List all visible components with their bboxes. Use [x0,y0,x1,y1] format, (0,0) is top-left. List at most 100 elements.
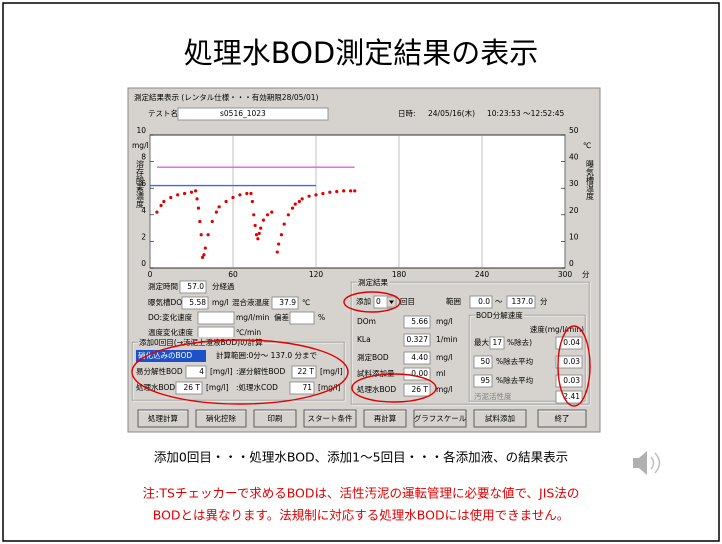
label: mg/l [436,317,453,326]
data-point [335,189,339,194]
data-point [253,223,257,228]
data-point [286,213,290,217]
label: ℃/min [236,328,261,337]
data-point [195,197,199,201]
data-point [198,219,202,224]
field-value: 0.327 [407,335,429,344]
button[interactable] [137,409,189,428]
button-label[interactable]: 終了 [555,413,570,423]
field-value: 37.9 [279,298,296,307]
data-point [307,194,311,198]
data-point [261,218,266,222]
field [289,311,315,325]
data-point [196,206,201,210]
group-box [468,314,586,402]
label: 分 [540,297,548,306]
label: ～ [495,297,503,306]
field [469,295,493,309]
label: DO:変化速度 [148,312,193,322]
field [403,383,431,397]
y2-tick-label: 40 [569,153,579,162]
data-point [210,219,214,224]
label: 分経過 [212,281,235,291]
note-line: BODとは異なります。法規制に対応する処理水BODには使用できません。 [153,508,570,523]
label: mg/l [212,298,229,307]
label: 処理水BOD [357,384,396,394]
label: 曝気槽DO [148,297,182,307]
data-point [275,250,279,254]
window-content: 測定結果表示 (レンタル仕様・・・有効期限28/05/01) テスト名: s0516… [131,92,595,428]
data-point [231,195,235,200]
x-tick-label: 120 [309,270,324,279]
field-value: 50 [480,357,490,366]
button[interactable] [413,409,467,428]
button[interactable] [303,409,357,428]
y2-tick-label: 10 [569,232,579,241]
data-point [189,190,194,194]
field [185,365,207,379]
mode-value: 硝化込みのBOD [138,350,192,360]
annotation-ellipse [131,339,349,405]
data-point [297,199,301,204]
y2-tick-label: 30 [569,179,579,188]
data-point [348,189,353,193]
button[interactable] [473,409,527,428]
field [506,295,536,309]
button-label[interactable]: グラフスケール [414,413,467,423]
data-point [254,233,259,237]
data-point [206,233,210,237]
field-value: 0 [376,297,381,306]
y2-tick-label: 0 [569,259,574,268]
label: 測定時間 [148,281,178,291]
x-tick-label: 300 [558,270,573,279]
group-title: BOD分解速度 [476,310,523,320]
group-title: 測定結果 [358,277,388,287]
data-point [238,193,242,197]
button-label[interactable]: スタート条件 [308,413,353,423]
label: 日時: [398,109,416,118]
label: 分 [582,270,590,279]
label: 処理水BOD [136,382,175,392]
field [555,374,583,388]
group-title-bg [475,310,525,320]
label: %除去平均 [496,356,533,366]
field-value: 0.00 [411,369,428,378]
label: 範囲 [446,296,461,306]
data-point [224,199,228,204]
button[interactable] [253,409,297,428]
data-point [199,233,203,237]
y2-tick-label: 50 [569,126,579,135]
button-label[interactable]: 硝化控除 [206,413,236,423]
y-tick-label: 4 [141,206,146,215]
x-tick-label: 180 [392,270,407,279]
button-label[interactable]: 処理計算 [148,413,178,423]
label: 回目 [400,297,415,306]
label: mg/l [436,353,453,362]
data-point [159,203,163,208]
button[interactable] [363,409,407,428]
label: [mg/l] [210,367,233,376]
button[interactable] [537,409,587,428]
field [473,355,493,369]
field [271,296,299,310]
label: ml [436,369,445,378]
y-tick-label: 2 [141,232,146,241]
y-tick-label: 8 [141,153,146,162]
label: [mg/l] [206,383,229,392]
label: ℃ [583,141,591,150]
button-label[interactable]: 再計算 [374,413,397,423]
button-label[interactable]: 試料添加 [485,413,515,423]
button[interactable] [195,409,247,428]
field-value: 4.40 [411,353,428,362]
data-point [250,199,254,204]
label: 汚泥活性度 [474,391,512,401]
field [403,351,431,365]
data-point [353,189,357,193]
data-point [328,190,332,194]
data-point [176,193,180,197]
button-label[interactable]: 印刷 [268,414,283,423]
data-point [249,191,253,196]
data-point [321,191,325,196]
field-value: 0.0 [478,297,490,306]
